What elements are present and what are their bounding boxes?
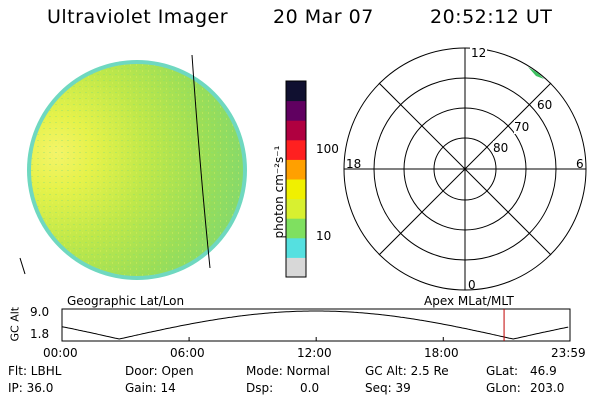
polar-plot bbox=[343, 47, 587, 291]
altitude-curve bbox=[61, 310, 569, 340]
colorbar-band bbox=[286, 198, 306, 219]
colorbar-gradient bbox=[285, 80, 307, 278]
time-tick-1800: 18:00 bbox=[424, 346, 459, 360]
glon-label: GLon: bbox=[486, 381, 521, 395]
colorbar-frame bbox=[285, 80, 307, 278]
time-tick-0000: 00:00 bbox=[43, 346, 78, 360]
lat-label-80: 80 bbox=[493, 141, 509, 155]
mlt-label-0: 0 bbox=[468, 278, 476, 292]
door-info: Door: Open bbox=[125, 364, 194, 378]
apex-mlat-label: Apex MLat/MLT bbox=[424, 294, 514, 308]
disk-texture bbox=[31, 64, 243, 276]
seq-info: Seq: 39 bbox=[365, 381, 411, 395]
colorbar-band bbox=[286, 81, 306, 102]
earth-uv-image bbox=[19, 54, 247, 280]
gain-info: Gain: 14 bbox=[125, 381, 176, 395]
terminator-line bbox=[191, 54, 211, 269]
lat-label-70: 70 bbox=[514, 120, 530, 134]
colorbar-band bbox=[286, 159, 306, 180]
ip-info: IP: 36.0 bbox=[8, 381, 54, 395]
gc-alt-info: GC Alt: 2.5 Re bbox=[365, 364, 449, 378]
colorbar-band bbox=[286, 237, 306, 258]
mlt-label-12: 12 bbox=[470, 46, 488, 60]
colorbar-band bbox=[286, 120, 306, 141]
colorbar-band bbox=[286, 100, 306, 121]
mode-info: Mode: Normal bbox=[246, 364, 330, 378]
colorbar-band bbox=[286, 218, 306, 239]
aurora-patch bbox=[528, 67, 544, 79]
altitude-strip-plot bbox=[61, 308, 571, 342]
glat-label: GLat: bbox=[486, 364, 519, 378]
strip-frame bbox=[61, 308, 571, 342]
lat-label-60: 60 bbox=[537, 98, 553, 112]
mlt-label-18: 18 bbox=[346, 157, 362, 171]
tick-mark bbox=[19, 257, 26, 275]
geo-latlon-label: Geographic Lat/Lon bbox=[67, 294, 185, 308]
glon-value: 203.0 bbox=[530, 381, 565, 395]
colorbar bbox=[285, 80, 307, 278]
dsp-value: 0.0 bbox=[300, 381, 320, 395]
dsp-label: Dsp: bbox=[246, 381, 274, 395]
colorbar-label: photon cm⁻²s⁻¹ bbox=[272, 145, 286, 239]
time-label: 20:52:12 UT bbox=[430, 6, 553, 28]
colorbar-band bbox=[286, 257, 306, 278]
time-tick-2359: 23:59 bbox=[551, 346, 586, 360]
polar-diagonal-2 bbox=[378, 82, 552, 256]
colorbar-band bbox=[286, 179, 306, 200]
app-title: Ultraviolet Imager bbox=[47, 6, 229, 28]
colorbar-tick-100: 100 bbox=[316, 142, 339, 156]
alt-tick-1-8: 1.8 bbox=[30, 327, 50, 341]
date-label: 20 Mar 07 bbox=[273, 6, 374, 28]
time-tick-0600: 06:00 bbox=[170, 346, 205, 360]
time-tick-1200: 12:00 bbox=[297, 346, 332, 360]
colorbar-band bbox=[286, 139, 306, 160]
glat-value: 46.9 bbox=[530, 364, 557, 378]
alt-tick-9: 9.0 bbox=[30, 305, 50, 319]
colorbar-tick-10: 10 bbox=[316, 229, 332, 243]
mlt-label-6: 6 bbox=[576, 157, 584, 171]
filter-info: Flt: LBHL bbox=[8, 364, 62, 378]
gc-alt-axis-label: GC Alt bbox=[8, 306, 22, 342]
